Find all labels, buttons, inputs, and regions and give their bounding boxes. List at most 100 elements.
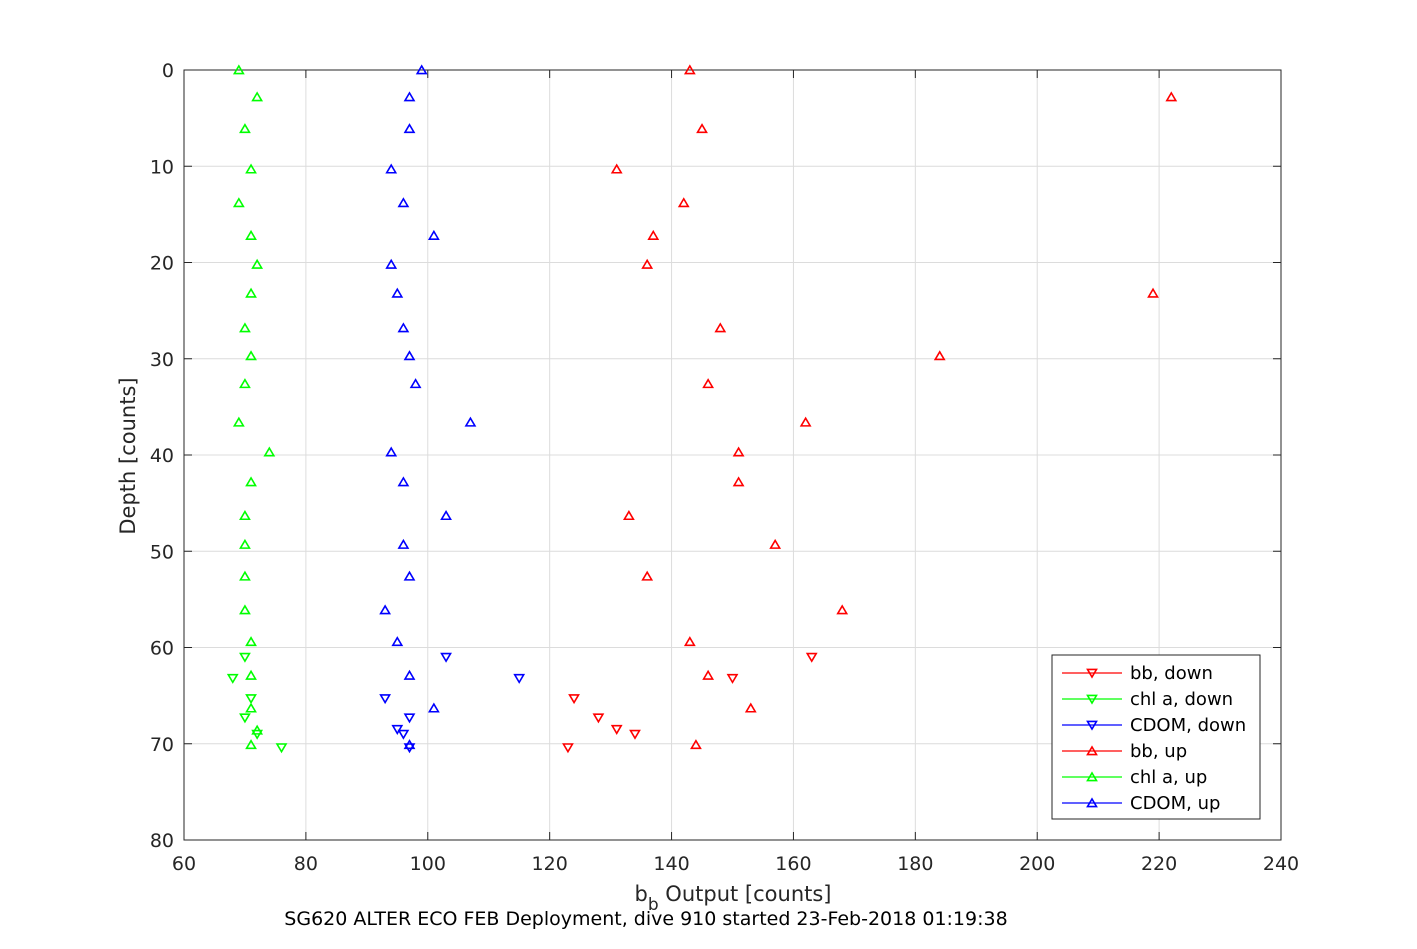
y-tick-label: 20 bbox=[150, 253, 174, 275]
y-tick-label: 60 bbox=[150, 638, 174, 660]
data-point bbox=[769, 538, 782, 549]
data-point bbox=[933, 350, 946, 361]
data-markers bbox=[226, 64, 1178, 754]
data-point bbox=[513, 673, 526, 684]
data-point bbox=[245, 163, 257, 174]
legend-label: chl a, up bbox=[1130, 767, 1207, 788]
x-tick-label: 120 bbox=[532, 853, 568, 875]
legend-marker bbox=[1086, 720, 1098, 731]
legend-item: CDOM, up bbox=[1062, 793, 1220, 814]
data-point bbox=[397, 322, 410, 333]
data-point bbox=[245, 229, 257, 240]
series-4 bbox=[232, 64, 276, 750]
x-tick-label: 80 bbox=[294, 853, 318, 875]
data-point bbox=[391, 636, 404, 647]
x-tick-label: 220 bbox=[1141, 853, 1177, 875]
data-point bbox=[245, 636, 257, 647]
data-point bbox=[239, 570, 251, 581]
data-point bbox=[641, 570, 654, 581]
data-point bbox=[245, 350, 257, 361]
data-point bbox=[403, 713, 416, 724]
x-axis-label-subscript: b bbox=[648, 895, 659, 915]
data-point bbox=[690, 739, 702, 750]
data-point bbox=[629, 729, 641, 740]
data-point bbox=[245, 739, 257, 750]
data-point bbox=[427, 229, 440, 240]
data-point bbox=[683, 636, 696, 647]
legend-item: chl a, down bbox=[1062, 689, 1233, 710]
legend-marker bbox=[1086, 745, 1098, 756]
x-tick-label: 180 bbox=[897, 853, 933, 875]
data-point bbox=[744, 702, 757, 713]
data-point bbox=[836, 604, 849, 615]
data-point bbox=[622, 510, 635, 521]
data-point bbox=[245, 694, 257, 705]
data-point bbox=[385, 446, 398, 457]
data-point bbox=[239, 652, 251, 663]
data-point bbox=[239, 604, 251, 615]
data-point bbox=[275, 743, 288, 754]
data-point bbox=[379, 604, 392, 615]
y-tick-label: 10 bbox=[150, 156, 174, 178]
data-point bbox=[592, 713, 605, 724]
data-point bbox=[397, 729, 410, 740]
data-point bbox=[239, 713, 251, 724]
legend-marker bbox=[1086, 694, 1098, 705]
data-point bbox=[391, 287, 404, 298]
data-point bbox=[702, 669, 715, 680]
data-point bbox=[440, 510, 452, 521]
series-0 bbox=[562, 652, 818, 754]
data-point bbox=[397, 476, 410, 487]
x-tick-label: 200 bbox=[1019, 853, 1055, 875]
data-point bbox=[403, 570, 416, 581]
legend-marker bbox=[1086, 771, 1098, 782]
x-tick-label: 100 bbox=[410, 853, 446, 875]
x-tick-label: 60 bbox=[172, 853, 196, 875]
data-point bbox=[245, 669, 257, 680]
data-point bbox=[263, 446, 276, 457]
legend: bb, down chl a, down CDOM, down bb, up chl a… bbox=[1051, 654, 1261, 820]
data-point bbox=[714, 322, 727, 333]
x-tick-label: 240 bbox=[1263, 853, 1299, 875]
legend-label: chl a, down bbox=[1130, 689, 1233, 710]
data-point bbox=[239, 123, 251, 134]
series-3 bbox=[610, 64, 1178, 750]
legend-label: CDOM, down bbox=[1130, 715, 1246, 736]
data-point bbox=[464, 416, 477, 427]
data-point bbox=[239, 322, 251, 333]
data-point bbox=[397, 538, 410, 549]
data-point bbox=[403, 91, 416, 102]
data-point bbox=[1147, 287, 1159, 298]
y-tick-label: 50 bbox=[150, 541, 174, 563]
legend-label: CDOM, up bbox=[1130, 793, 1220, 814]
data-point bbox=[677, 197, 690, 208]
data-point bbox=[647, 229, 660, 240]
y-tick-label: 70 bbox=[150, 734, 174, 756]
legend-box bbox=[1051, 654, 1261, 820]
data-point bbox=[239, 510, 251, 521]
axis-ticks: 60 80 100 120 140 160 180 200 220 240010203040506… bbox=[150, 60, 1299, 875]
data-point bbox=[385, 163, 398, 174]
legend-marker bbox=[1086, 668, 1098, 679]
x-tick-label: 160 bbox=[775, 853, 811, 875]
data-point bbox=[641, 258, 654, 269]
data-point bbox=[732, 476, 745, 487]
data-point bbox=[610, 724, 623, 735]
data-point bbox=[702, 378, 715, 389]
data-point bbox=[385, 258, 398, 269]
data-point bbox=[726, 673, 739, 684]
data-point bbox=[239, 538, 251, 549]
data-point bbox=[683, 64, 696, 75]
x-axis-label-rest: Output [counts] bbox=[659, 882, 832, 906]
legend-label: bb, down bbox=[1130, 663, 1213, 684]
data-point bbox=[251, 258, 264, 269]
y-tick-label: 0 bbox=[162, 60, 174, 82]
data-point bbox=[610, 163, 623, 174]
data-point bbox=[232, 416, 245, 427]
data-point bbox=[403, 123, 416, 134]
data-point bbox=[245, 287, 257, 298]
data-point bbox=[232, 64, 245, 75]
data-point bbox=[805, 652, 818, 663]
legend-label: bb, up bbox=[1130, 741, 1187, 762]
